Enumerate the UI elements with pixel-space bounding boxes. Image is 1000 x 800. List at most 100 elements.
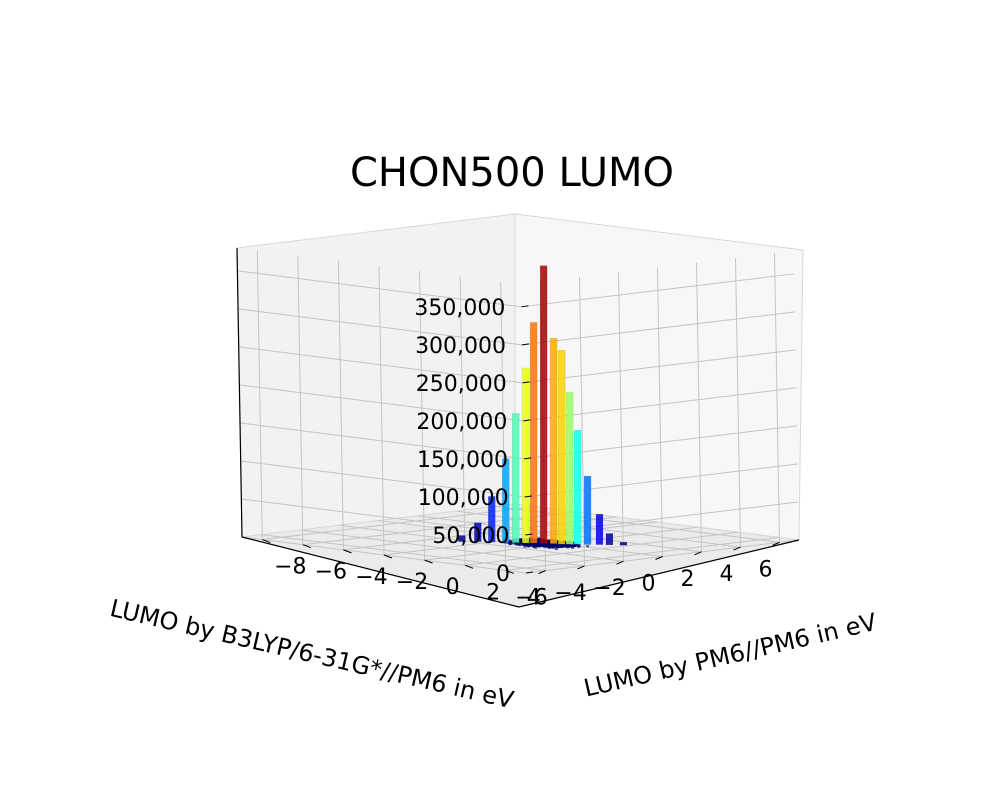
histogram-bar <box>595 513 604 545</box>
floor-density-mark <box>504 541 508 544</box>
x-tick-label: −4 <box>554 581 586 606</box>
floor-density-mark <box>567 543 571 546</box>
y-tick-mark <box>424 559 433 564</box>
floor-density-mark <box>586 545 590 548</box>
floor-density-mark <box>537 542 541 545</box>
floor-density-mark <box>523 542 527 545</box>
y-axis-line <box>518 539 800 608</box>
floor-density-mark <box>536 543 540 546</box>
x-tick-mark <box>733 546 741 551</box>
floor-density-mark <box>537 545 541 548</box>
grid-line-z-left <box>521 273 795 308</box>
grid-line-y-wall <box>297 255 304 545</box>
x-tick-mark <box>655 556 663 560</box>
floor-density-mark <box>519 539 523 542</box>
histogram-bars <box>458 265 628 551</box>
floor-density-mark <box>538 538 542 541</box>
x-tick-label: −6 <box>515 586 547 611</box>
y-tick-mark <box>383 554 393 559</box>
floor-density-mark <box>535 542 539 545</box>
y-tick-mark <box>464 564 474 569</box>
histogram-bar <box>501 458 510 543</box>
floor-density-mark <box>549 542 553 545</box>
grid-line-z-right <box>239 422 525 460</box>
x-tick-mark <box>577 565 585 570</box>
grid-line-x-wall <box>657 267 663 557</box>
z-tick-mark <box>525 571 534 574</box>
grid-line-y-wall <box>419 271 426 561</box>
floor-density-mark <box>536 540 540 543</box>
floor-density-mark <box>554 545 558 548</box>
floor-density-mark <box>549 545 553 548</box>
floor-density-mark <box>537 541 541 544</box>
z-tick-label: 300,000 <box>415 334 506 359</box>
y-tick-label: −6 <box>315 560 347 585</box>
grid-line-z-right <box>237 308 523 346</box>
floor-density-mark <box>547 546 551 549</box>
y-tick-label: −8 <box>274 555 306 580</box>
z-tick-label: 350,000 <box>414 296 505 321</box>
grid-line-x-wall <box>696 262 702 552</box>
histogram-bar <box>549 338 558 544</box>
floor-density-mark <box>563 543 567 546</box>
z-tick-label: 0 <box>496 562 510 587</box>
z-tick-mark <box>521 305 529 308</box>
z-axis-line <box>236 247 243 538</box>
grid-line-y-wall <box>337 260 344 550</box>
histogram-bar <box>619 541 628 546</box>
floor-density-mark <box>531 544 535 547</box>
z-tick-label: 50,000 <box>432 524 509 549</box>
histogram-bar <box>511 413 520 543</box>
floor-density-mark <box>556 545 560 548</box>
y-tick-label: −4 <box>355 565 387 590</box>
floor-density-mark <box>548 540 552 543</box>
z-tick-mark <box>521 343 530 346</box>
floor-density-mark <box>543 544 547 547</box>
y-tick-mark <box>262 539 271 544</box>
histogram-bar <box>565 391 574 545</box>
floor-density-mark <box>518 541 522 544</box>
axis-panes <box>236 213 804 608</box>
floor-density-mark <box>514 541 518 544</box>
floor-density-mark <box>552 546 556 549</box>
floor-density-mark <box>540 544 544 547</box>
floor-density-mark <box>520 541 524 544</box>
grid-line-x-wall <box>774 253 780 543</box>
floor-density-mark <box>514 543 518 546</box>
floor-density-mark <box>523 545 527 548</box>
z-tick-mark <box>525 533 533 536</box>
histogram-bar <box>605 533 614 546</box>
floor-density-mark <box>544 545 548 548</box>
floor-density-mark <box>556 546 560 549</box>
y-tick-label: 4 <box>527 585 541 610</box>
grid-line-z-left <box>522 349 796 384</box>
floor-density-mark <box>554 548 558 551</box>
floor-density-mark <box>577 545 581 548</box>
floor-density-mark <box>547 544 551 547</box>
floor-density-mark <box>556 543 560 546</box>
y-tick-mark <box>302 544 312 549</box>
x-tick-label: 0 <box>642 572 656 597</box>
histogram-bar <box>529 322 538 544</box>
x-tick-mark <box>772 541 780 546</box>
floor-density-mark <box>508 543 512 546</box>
floor-density-mark <box>559 545 563 548</box>
x-tick-label: 2 <box>681 567 695 592</box>
grid-line-z-right <box>239 384 524 422</box>
floor-density-mark <box>507 542 511 545</box>
histogram-bar <box>458 535 466 542</box>
grid-line-x-wall <box>735 258 741 548</box>
grid-line-y-wall <box>378 265 385 556</box>
histogram-bar <box>557 349 566 545</box>
floor-density-mark <box>532 545 536 548</box>
z-tick-mark <box>523 457 532 460</box>
floor-density-mark <box>518 544 522 547</box>
x-tick-label: 4 <box>720 562 734 587</box>
floor-density-mark <box>510 541 514 544</box>
floor-density-mark <box>519 538 523 541</box>
y-tick-mark <box>505 569 514 574</box>
x-axis-line <box>241 536 520 608</box>
histogram-bar <box>539 265 548 544</box>
